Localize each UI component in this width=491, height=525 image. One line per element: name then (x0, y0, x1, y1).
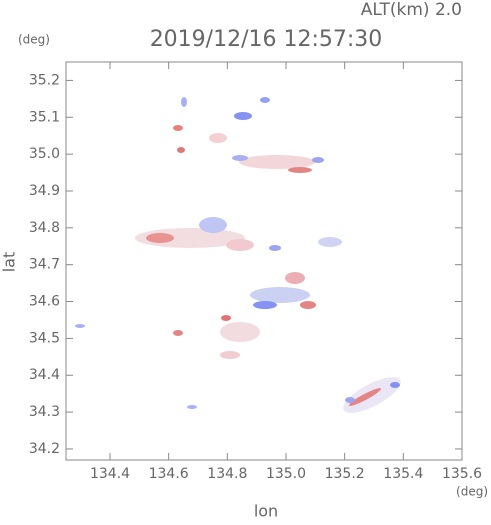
y-tick-label: 35.0 (29, 146, 60, 162)
y-tick-label: 34.5 (29, 330, 60, 346)
x-unit: (deg) (456, 485, 488, 499)
x-tick-label: 134.6 (149, 466, 189, 482)
chart-title: 2019/12/16 12:57:30 (150, 27, 383, 52)
y-tick-label: 34.8 (29, 220, 60, 236)
y-tick-label: 34.9 (29, 183, 60, 199)
x-axis-label: lon (254, 502, 278, 521)
y-unit: (deg) (18, 33, 50, 47)
y-tick-label: 34.2 (29, 441, 60, 457)
y-tick-label: 35.2 (29, 72, 60, 88)
x-tick-label: 135.6 (442, 466, 482, 482)
plot-frame (65, 61, 463, 461)
y-tick-label: 34.7 (29, 257, 60, 273)
x-tick-label: 134.4 (90, 466, 130, 482)
echo-field (75, 97, 401, 413)
y-tick-label: 34.3 (29, 404, 60, 420)
y-axis-label: lat (0, 252, 19, 273)
x-tick-label: 135.2 (325, 466, 365, 482)
y-tick-label: 35.1 (29, 109, 60, 125)
y-tick-label: 34.6 (29, 294, 60, 310)
x-tick-label: 134.8 (207, 466, 247, 482)
altitude-label: ALT(km) 2.0 (361, 0, 462, 20)
y-tick-label: 34.4 (29, 367, 60, 383)
x-tick-label: 135.0 (266, 466, 306, 482)
x-tick-label: 135.4 (383, 466, 423, 482)
